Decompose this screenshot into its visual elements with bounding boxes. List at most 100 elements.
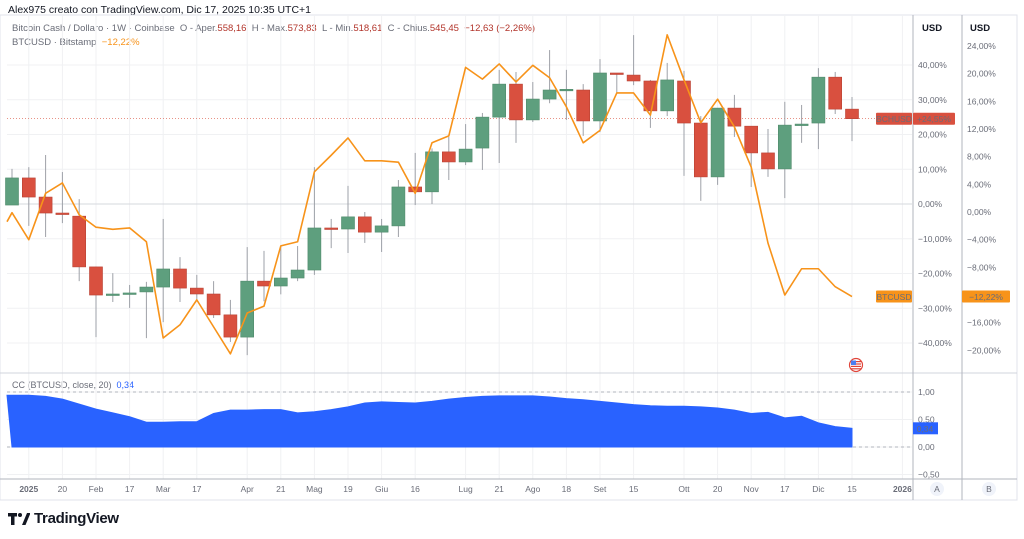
candle[interactable] bbox=[89, 266, 103, 338]
candle[interactable] bbox=[475, 112, 490, 170]
right-axis-tick: −16,00% bbox=[967, 318, 1001, 328]
candle[interactable] bbox=[542, 50, 557, 104]
candle-body bbox=[273, 277, 288, 287]
candle[interactable] bbox=[190, 274, 204, 302]
time-axis-label: 18 bbox=[562, 484, 572, 494]
btcusd-series-line bbox=[6, 34, 853, 355]
candle[interactable] bbox=[55, 172, 70, 224]
time-axis-label: Nov bbox=[744, 484, 760, 494]
candle-body bbox=[677, 80, 691, 124]
candle[interactable] bbox=[122, 284, 137, 308]
candle[interactable] bbox=[223, 299, 238, 342]
high-label: H - Max. bbox=[251, 23, 288, 34]
candle-body bbox=[559, 89, 574, 92]
candle[interactable] bbox=[777, 101, 792, 199]
bchusd-name-tag bbox=[876, 112, 912, 125]
candle[interactable] bbox=[21, 167, 36, 226]
candle[interactable] bbox=[307, 167, 322, 275]
candle[interactable] bbox=[106, 273, 120, 302]
candle[interactable] bbox=[458, 124, 473, 166]
bchusd-value-tag-text: +24,55% bbox=[917, 114, 951, 124]
btcusd-value-tag bbox=[962, 290, 1010, 303]
compare-symbol: BTCUSD · Bitstamp bbox=[12, 37, 97, 48]
candle[interactable] bbox=[677, 70, 691, 176]
candle[interactable] bbox=[845, 96, 859, 142]
candle[interactable] bbox=[828, 71, 843, 114]
indicator-legend[interactable]: CC (BTCUSD, close, 20) 0,34 bbox=[12, 380, 134, 390]
compare-series-legend[interactable]: BTCUSD · Bitstamp −12,22% bbox=[12, 37, 140, 48]
candle[interactable] bbox=[660, 62, 675, 117]
candle-body bbox=[240, 280, 254, 338]
candle-body bbox=[425, 151, 439, 193]
right-axis-tick: 24,00% bbox=[967, 41, 996, 51]
candle[interactable] bbox=[173, 257, 187, 302]
candle[interactable] bbox=[761, 128, 775, 177]
candle[interactable] bbox=[324, 218, 339, 249]
tradingview-logo[interactable]: TradingView bbox=[8, 510, 119, 527]
candle-body bbox=[55, 212, 70, 215]
candle[interactable] bbox=[525, 82, 540, 122]
candle-body bbox=[257, 280, 271, 287]
candle[interactable] bbox=[811, 68, 826, 150]
candle[interactable] bbox=[643, 79, 658, 128]
time-axis-label: Set bbox=[594, 484, 607, 494]
candle[interactable] bbox=[593, 59, 607, 133]
symbol-description: Bitcoin Cash / Dollaro · 1W · Coinbase bbox=[12, 23, 175, 34]
candle[interactable] bbox=[727, 94, 742, 137]
time-axis: 2025 20 Feb 17 Mar 17 Apr 21 Mag 19 Giu 16 Lug 21 Ago 1… bbox=[19, 480, 996, 499]
time-axis-label: 17 bbox=[125, 484, 135, 494]
candle[interactable] bbox=[425, 148, 439, 204]
candle-body bbox=[492, 83, 507, 118]
candle[interactable] bbox=[744, 125, 759, 187]
candle[interactable] bbox=[156, 218, 170, 323]
scale-button-b[interactable] bbox=[982, 482, 996, 496]
time-axis-label: Apr bbox=[241, 484, 254, 494]
candle[interactable] bbox=[441, 136, 456, 181]
right-axis-tick: 8,00% bbox=[967, 152, 992, 162]
bchusd-value-tag bbox=[913, 112, 955, 125]
flag-stripe bbox=[851, 368, 861, 370]
time-axis-label: 2025 bbox=[19, 484, 38, 494]
candle[interactable] bbox=[273, 246, 288, 295]
candle[interactable] bbox=[576, 84, 591, 136]
bchusd-candles bbox=[5, 35, 859, 356]
candle[interactable] bbox=[626, 35, 641, 86]
left-axis-tick: 0,00% bbox=[918, 199, 943, 209]
candle-body bbox=[206, 293, 221, 316]
correlation-area bbox=[6, 394, 853, 448]
left-axis-tick: 10,00% bbox=[918, 164, 947, 174]
candle[interactable] bbox=[341, 185, 355, 253]
candle[interactable] bbox=[5, 168, 19, 206]
right-axis-tick: 16,00% bbox=[967, 96, 996, 106]
candle[interactable] bbox=[794, 104, 809, 143]
candle[interactable] bbox=[391, 180, 406, 238]
candle[interactable] bbox=[290, 246, 305, 282]
candle-body bbox=[324, 227, 339, 230]
candle[interactable] bbox=[240, 247, 254, 356]
candle[interactable] bbox=[72, 199, 86, 282]
candle-body bbox=[223, 314, 238, 338]
candle[interactable] bbox=[492, 69, 507, 163]
close-label: C - Chius. bbox=[387, 23, 430, 34]
candle[interactable] bbox=[38, 155, 53, 238]
candle[interactable] bbox=[357, 211, 372, 243]
candle-body bbox=[458, 148, 473, 163]
candle[interactable] bbox=[206, 281, 221, 318]
us-flag-event-icon[interactable] bbox=[848, 357, 864, 373]
candle-body bbox=[727, 107, 742, 127]
candle[interactable] bbox=[559, 69, 574, 120]
scale-button-a[interactable] bbox=[930, 482, 944, 496]
candle-body bbox=[710, 107, 725, 178]
candle[interactable] bbox=[374, 218, 389, 252]
time-axis-label: Dic bbox=[812, 484, 825, 494]
candle[interactable] bbox=[509, 71, 523, 143]
candle[interactable] bbox=[693, 116, 708, 201]
candle-body bbox=[794, 123, 809, 126]
candle[interactable] bbox=[609, 72, 624, 94]
time-axis-label: 16 bbox=[410, 484, 420, 494]
candle[interactable] bbox=[710, 107, 725, 185]
candle[interactable] bbox=[139, 281, 154, 339]
candle[interactable] bbox=[257, 250, 271, 302]
flag-stripe bbox=[851, 365, 861, 367]
